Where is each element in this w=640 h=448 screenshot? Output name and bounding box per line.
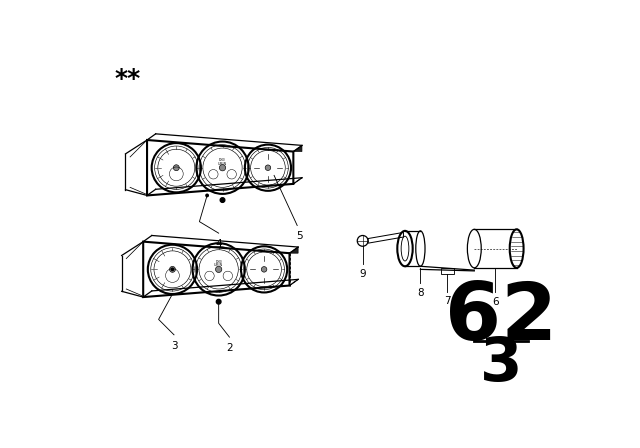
Circle shape (170, 267, 175, 272)
Text: 9: 9 (359, 269, 366, 279)
Text: 62: 62 (445, 279, 557, 357)
Text: 8: 8 (417, 288, 424, 298)
Text: 1000: 1000 (215, 259, 222, 263)
Circle shape (216, 299, 221, 304)
Circle shape (261, 267, 267, 272)
Text: 6: 6 (492, 297, 499, 307)
Text: 1000: 1000 (219, 158, 226, 162)
Text: 3: 3 (480, 335, 522, 394)
Circle shape (217, 300, 221, 304)
Polygon shape (293, 146, 302, 151)
Text: UMIN: UMIN (218, 162, 227, 166)
Circle shape (216, 266, 222, 272)
Text: 3: 3 (171, 341, 177, 351)
Circle shape (220, 164, 226, 171)
Circle shape (220, 198, 225, 202)
Polygon shape (289, 247, 298, 253)
Text: 7: 7 (444, 296, 451, 306)
Circle shape (205, 194, 209, 198)
Text: **: ** (115, 67, 141, 91)
Text: UMIN: UMIN (214, 263, 223, 267)
Circle shape (173, 165, 179, 171)
Text: 4: 4 (215, 239, 222, 250)
Text: 2: 2 (226, 343, 233, 353)
Text: 5: 5 (296, 231, 303, 241)
Circle shape (265, 165, 271, 171)
Circle shape (170, 267, 174, 271)
